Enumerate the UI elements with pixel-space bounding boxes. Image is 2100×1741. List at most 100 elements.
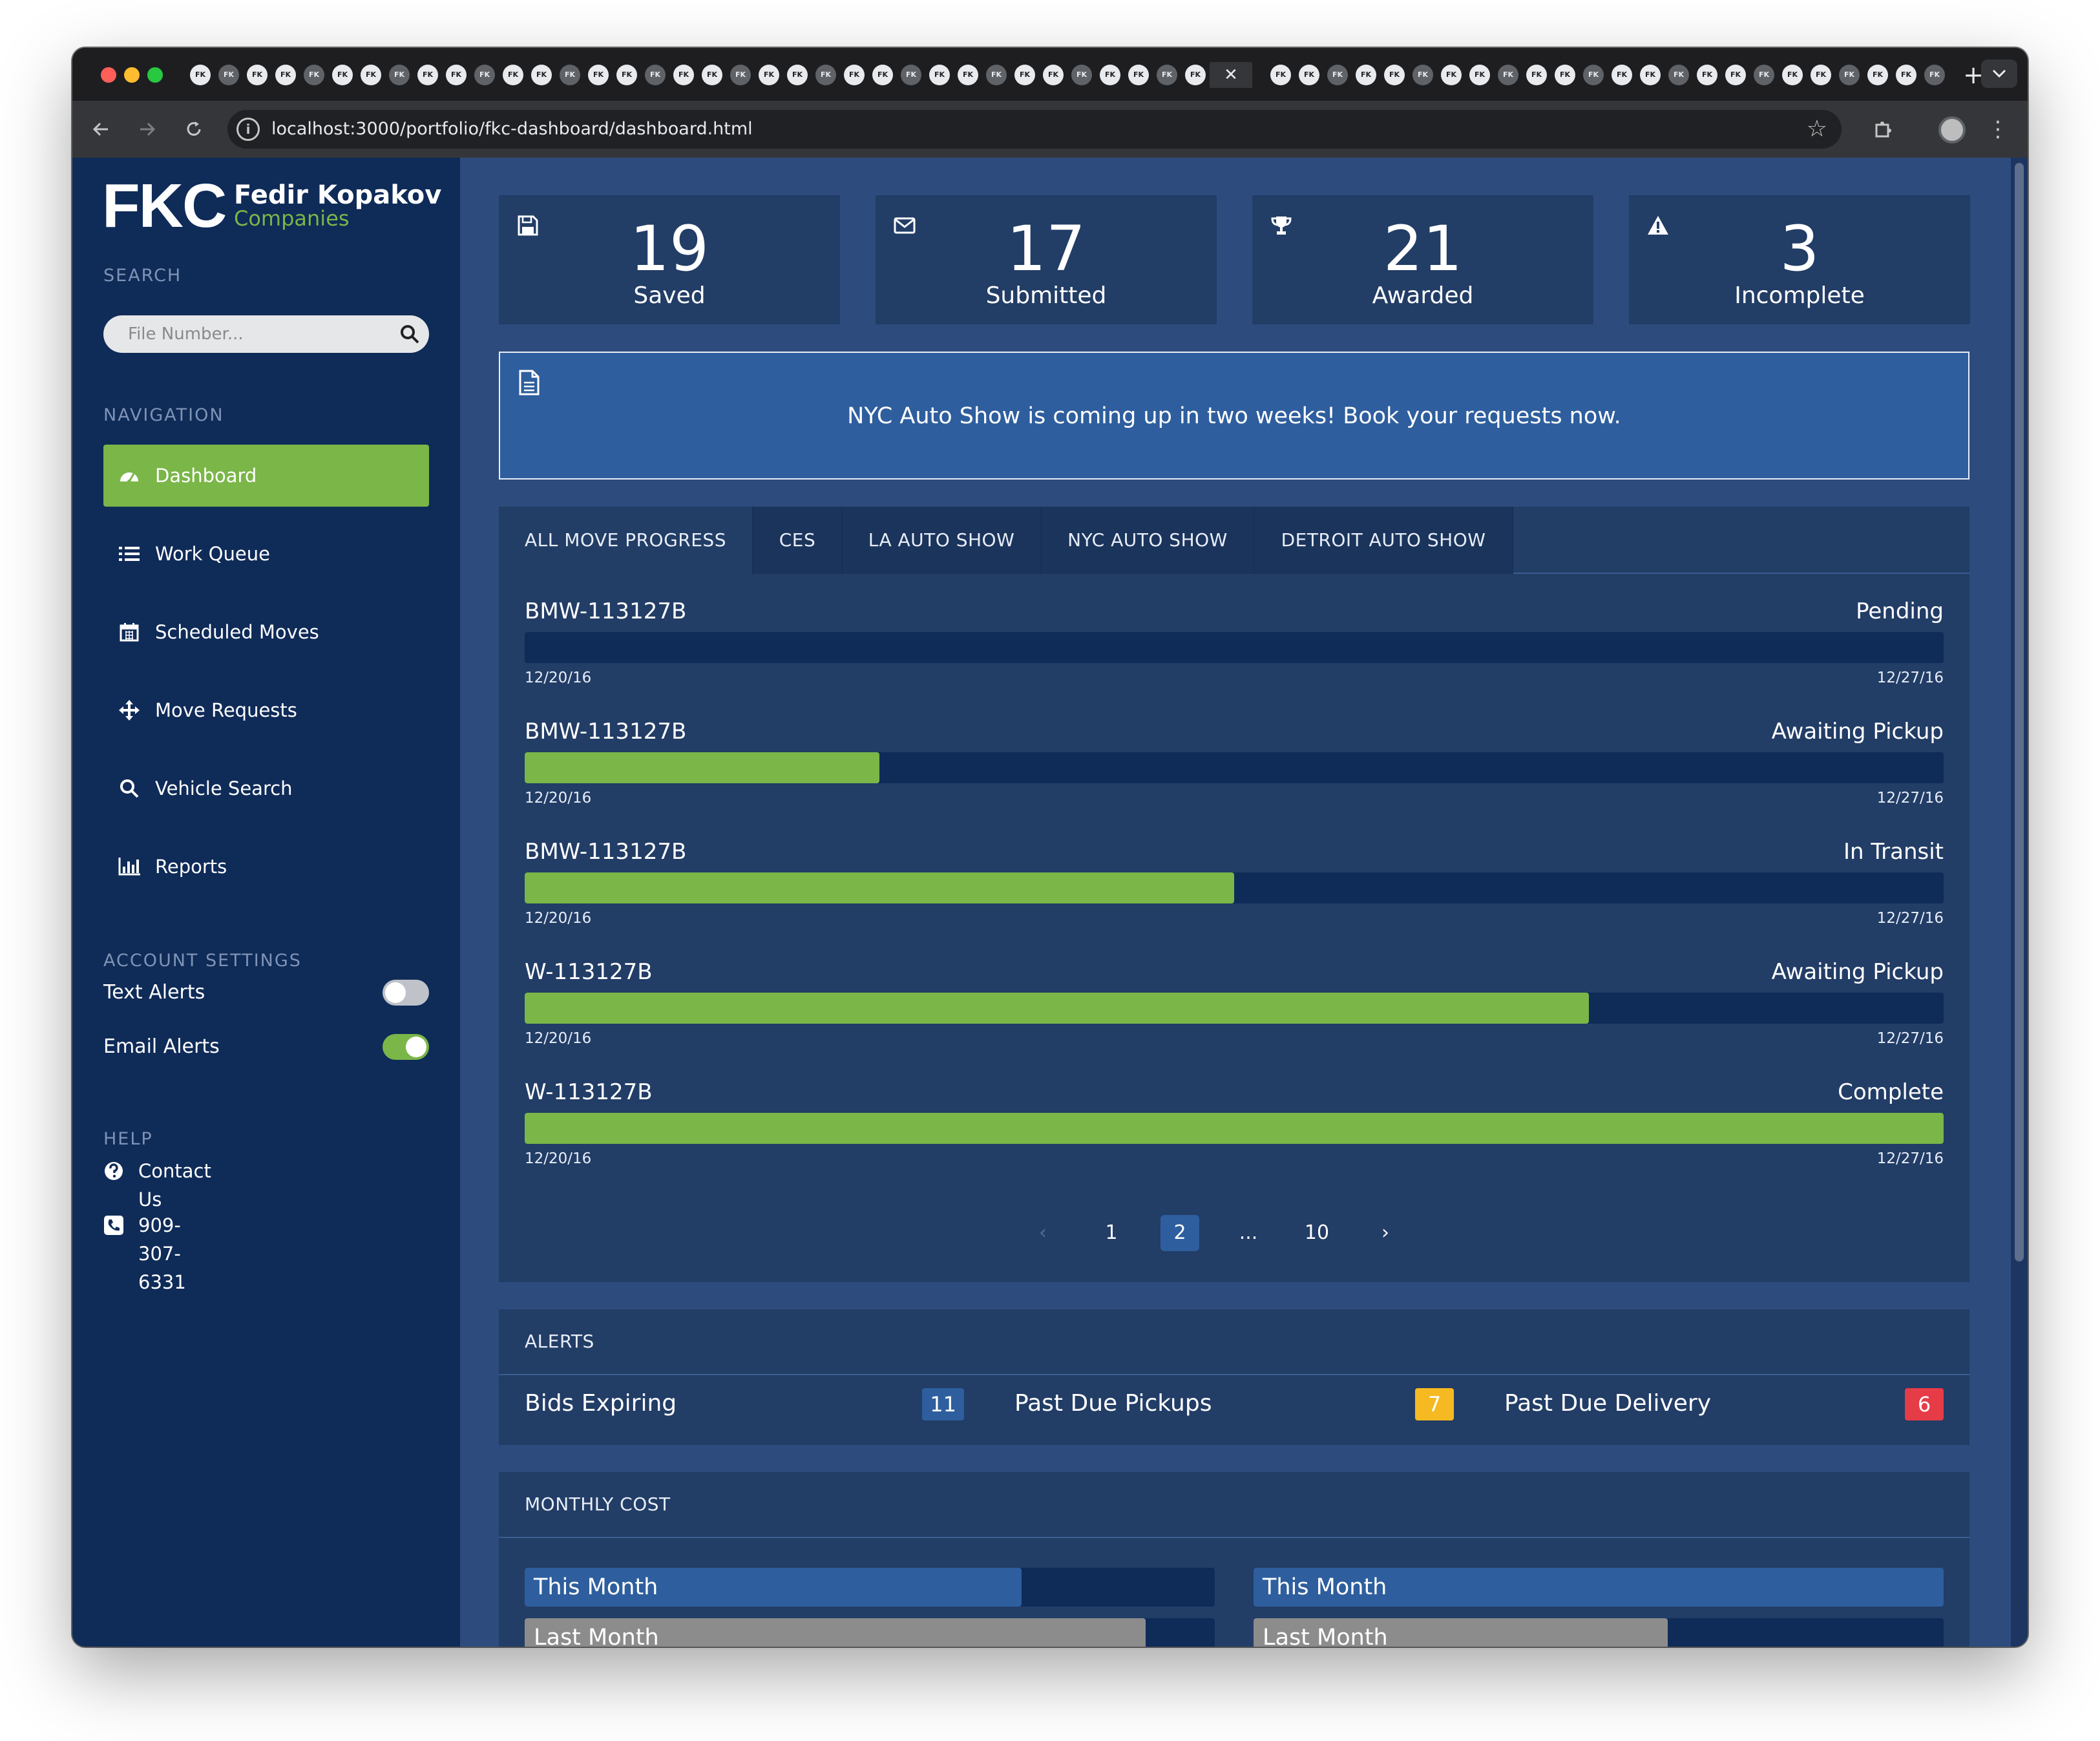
- page-button-2[interactable]: 2: [1160, 1215, 1199, 1251]
- arrow-left-icon[interactable]: [87, 115, 115, 143]
- tab-favicon[interactable]: FK: [815, 65, 836, 85]
- tab-favicon[interactable]: FK: [1583, 65, 1604, 85]
- tab-ces[interactable]: CES: [753, 507, 843, 574]
- tab-favicon[interactable]: FK: [1356, 65, 1376, 85]
- tab-favicon[interactable]: FK: [1299, 65, 1319, 85]
- tab-favicon[interactable]: FK: [1867, 65, 1888, 85]
- maximize-window-button[interactable]: [147, 67, 163, 83]
- tab-favicon[interactable]: FK: [1100, 65, 1120, 85]
- tab-favicon[interactable]: FK: [1612, 65, 1632, 85]
- tab-favicon[interactable]: FK: [872, 65, 893, 85]
- tab-favicon[interactable]: FK: [1811, 65, 1831, 85]
- alert-past-due-pickups[interactable]: Past Due Pickups 7: [1014, 1386, 1454, 1422]
- tab-favicon[interactable]: FK: [389, 65, 410, 85]
- tab-favicon[interactable]: FK: [361, 65, 381, 85]
- tab-favicon[interactable]: FK: [1697, 65, 1717, 85]
- tab-la-auto-show[interactable]: LA AUTO SHOW: [843, 507, 1042, 574]
- tab-favicon[interactable]: FK: [702, 65, 722, 85]
- tab-favicon[interactable]: FK: [190, 65, 211, 85]
- tab-favicon[interactable]: FK: [787, 65, 808, 85]
- sidebar-item-work-queue[interactable]: Work Queue: [103, 523, 429, 585]
- tab-favicon[interactable]: FK: [1157, 65, 1177, 85]
- sidebar-item-scheduled-moves[interactable]: Scheduled Moves: [103, 601, 429, 663]
- tab-detroit-auto-show[interactable]: DETROIT AUTO SHOW: [1255, 507, 1513, 574]
- tab-favicon[interactable]: FK: [929, 65, 950, 85]
- search-icon[interactable]: [399, 324, 420, 344]
- site-info-icon[interactable]: i: [236, 118, 260, 141]
- sidebar-item-vehicle-search[interactable]: Vehicle Search: [103, 757, 429, 819]
- page-scrollbar[interactable]: [2011, 158, 2028, 1647]
- tab-favicon[interactable]: FK: [247, 65, 268, 85]
- tab-all-move-progress[interactable]: ALL MOVE PROGRESS: [499, 507, 753, 574]
- sidebar-item-reports[interactable]: Reports: [103, 836, 429, 898]
- scrollbar-thumb[interactable]: [2015, 163, 2024, 1261]
- page-button-10[interactable]: 10: [1304, 1221, 1330, 1244]
- tab-favicon[interactable]: FK: [645, 65, 666, 85]
- tab-favicon[interactable]: FK: [901, 65, 921, 85]
- stat-card-incomplete[interactable]: 3 Incomplete: [1629, 195, 1970, 324]
- kebab-icon[interactable]: ⋮: [1987, 116, 2009, 142]
- tab-favicon[interactable]: FK: [1498, 65, 1518, 85]
- tab-favicon[interactable]: FK: [1640, 65, 1661, 85]
- tab-favicon[interactable]: FK: [1185, 65, 1206, 85]
- tab-favicon[interactable]: FK: [1441, 65, 1462, 85]
- tab-favicon[interactable]: FK: [1526, 65, 1547, 85]
- tab-favicon[interactable]: FK: [1384, 65, 1405, 85]
- next-page-button[interactable]: ›: [1381, 1221, 1389, 1244]
- reload-icon[interactable]: [180, 115, 208, 143]
- tab-favicon[interactable]: FK: [1924, 65, 1945, 85]
- tab-favicon[interactable]: FK: [1725, 65, 1746, 85]
- progress-row[interactable]: W-113127B Awaiting Pickup 12/20/16 12/27/16: [525, 958, 1944, 1055]
- profile-avatar[interactable]: [1938, 116, 1966, 143]
- tab-favicon[interactable]: FK: [1327, 65, 1348, 85]
- stat-card-submitted[interactable]: 17 Submitted: [876, 195, 1217, 324]
- tab-nyc-auto-show[interactable]: NYC AUTO SHOW: [1042, 507, 1255, 574]
- alert-bids-expiring[interactable]: Bids Expiring 11: [525, 1386, 964, 1422]
- sidebar-item-dashboard[interactable]: Dashboard: [103, 445, 429, 507]
- tab-favicon[interactable]: FK: [1071, 65, 1092, 85]
- tab-favicon[interactable]: FK: [1469, 65, 1490, 85]
- page-button-1[interactable]: 1: [1105, 1221, 1118, 1244]
- tab-favicon[interactable]: FK: [1043, 65, 1064, 85]
- tab-favicon[interactable]: FK: [1014, 65, 1035, 85]
- tab-favicon[interactable]: FK: [1754, 65, 1774, 85]
- progress-row[interactable]: BMW-113127B Awaiting Pickup 12/20/16 12/27/…: [525, 717, 1944, 814]
- sidebar-item-move-requests[interactable]: Move Requests: [103, 679, 429, 741]
- tab-favicon[interactable]: FK: [844, 65, 865, 85]
- tab-favicon[interactable]: FK: [474, 65, 495, 85]
- active-tab-close-button[interactable]: ✕: [1210, 62, 1252, 88]
- new-tab-button[interactable]: +: [1963, 62, 1984, 88]
- alert-past-due-delivery[interactable]: Past Due Delivery 6: [1504, 1386, 1944, 1422]
- tab-favicon[interactable]: FK: [332, 65, 353, 85]
- progress-row[interactable]: BMW-113127B Pending 12/20/16 12/27/16: [525, 597, 1944, 694]
- tab-favicon[interactable]: FK: [1555, 65, 1575, 85]
- tab-favicon[interactable]: FK: [275, 65, 296, 85]
- tab-favicon[interactable]: FK: [1668, 65, 1689, 85]
- tab-favicon[interactable]: FK: [560, 65, 580, 85]
- stat-card-saved[interactable]: 19 Saved: [499, 195, 840, 324]
- tab-favicon[interactable]: FK: [1839, 65, 1860, 85]
- tab-favicon[interactable]: FK: [986, 65, 1007, 85]
- tab-favicon[interactable]: FK: [616, 65, 637, 85]
- address-bar[interactable]: i localhost:3000/portfolio/fkc-dashboard…: [227, 110, 1842, 149]
- tab-favicon[interactable]: FK: [1782, 65, 1803, 85]
- puzzle-icon[interactable]: [1869, 115, 1897, 143]
- tab-favicon[interactable]: FK: [218, 65, 239, 85]
- url-text[interactable]: localhost:3000/portfolio/fkc-dashboard/d…: [271, 119, 753, 139]
- star-icon[interactable]: ☆: [1806, 116, 1827, 142]
- chevron-down-icon[interactable]: [1981, 59, 2017, 88]
- minimize-window-button[interactable]: [124, 67, 140, 83]
- tab-favicon[interactable]: FK: [531, 65, 552, 85]
- close-window-button[interactable]: [101, 67, 116, 83]
- tab-favicon[interactable]: FK: [446, 65, 467, 85]
- email-alerts-toggle[interactable]: [383, 1034, 429, 1060]
- tab-favicon[interactable]: FK: [730, 65, 751, 85]
- progress-row[interactable]: W-113127B Complete 12/20/16 12/27/16: [525, 1078, 1944, 1175]
- tab-favicon[interactable]: FK: [304, 65, 324, 85]
- stat-card-awarded[interactable]: 21 Awarded: [1252, 195, 1593, 324]
- tab-favicon[interactable]: FK: [673, 65, 694, 85]
- text-alerts-toggle[interactable]: [383, 980, 429, 1006]
- tab-favicon[interactable]: FK: [1270, 65, 1291, 85]
- tab-favicon[interactable]: FK: [503, 65, 523, 85]
- tab-favicon[interactable]: FK: [588, 65, 609, 85]
